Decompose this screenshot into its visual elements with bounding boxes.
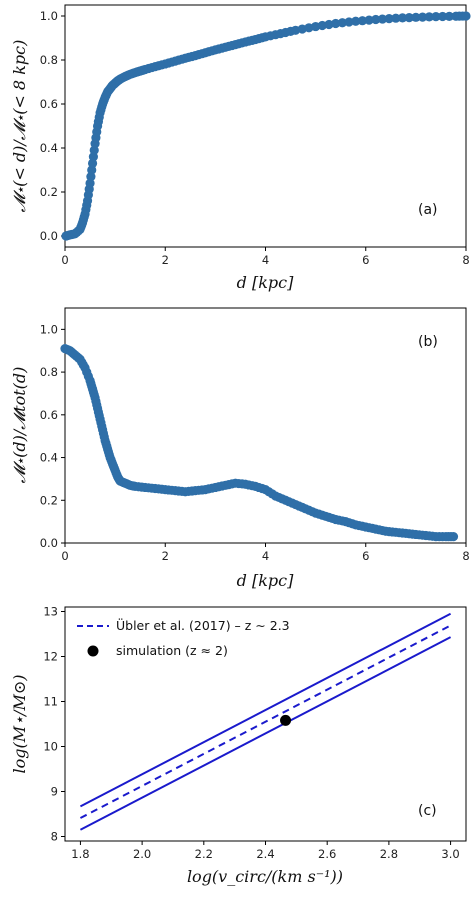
scatter-series <box>60 343 459 542</box>
y-tick-label: 0.0 <box>40 229 58 243</box>
panel-a: 0 2 4 6 8 0.0 0.2 0.4 0.6 0.8 1.0 (a) d [kpc] 𝓜⋆(<… <box>10 4 471 292</box>
x-tick-label: 4 <box>262 549 269 563</box>
x-axis-label: d [kpc] <box>237 273 294 292</box>
data-point <box>371 14 381 25</box>
y-tick-label: 0.8 <box>40 53 58 67</box>
x-tick-label: 4 <box>262 253 269 267</box>
data-point <box>444 11 454 21</box>
y-tick-label: 1.0 <box>40 322 58 336</box>
data-point <box>331 18 341 29</box>
y-tick-label: 0.6 <box>40 97 58 111</box>
axis-ticks: 1.8 2.0 2.2 2.4 2.6 2.8 3.0 8 9 10 11 12 13 <box>43 605 459 862</box>
ubler-scatter-bound-line <box>79 636 452 831</box>
y-tick-label: 0.0 <box>40 536 58 550</box>
y-tick-label: 10 <box>43 740 58 754</box>
data-point <box>357 16 368 26</box>
y-tick-label: 13 <box>43 605 58 619</box>
x-tick-label: 2.4 <box>256 847 274 861</box>
x-tick-label: 2.6 <box>318 847 336 861</box>
y-tick-label: 12 <box>43 650 58 664</box>
data-point <box>351 16 361 26</box>
data-point <box>461 11 471 21</box>
y-tick-label: 0.8 <box>40 365 58 379</box>
simulation-point <box>280 714 292 726</box>
panel-label: (c) <box>418 803 437 819</box>
legend-label-ubler: Übler et al. (2017) – z ∼ 2.3 <box>116 617 290 633</box>
data-point <box>364 15 374 25</box>
line-series <box>79 612 452 831</box>
x-tick-label: 2.8 <box>380 847 398 861</box>
panel-b: 0 2 4 6 8 0.0 0.2 0.4 0.6 0.8 1.0 (b) d [kpc] 𝓜⋆(d… <box>10 307 470 590</box>
y-tick-label: 0.4 <box>40 451 58 465</box>
x-tick-label: 2.2 <box>195 847 213 861</box>
y-axis-label: 𝓜⋆(d)/𝓜tot(d) <box>10 367 29 484</box>
y-axis-label: log(M⋆/M⊙) <box>10 674 29 773</box>
panel-label: (b) <box>418 334 438 350</box>
y-axis-label: 𝓜⋆(< d)/𝓜⋆(< 8 kpc) <box>10 40 29 213</box>
x-tick-label: 3.0 <box>441 847 459 861</box>
legend-dot-sample <box>87 645 99 657</box>
y-tick-label: 0.2 <box>40 185 58 199</box>
data-point <box>337 18 347 28</box>
y-tick-label: 0.4 <box>40 141 58 155</box>
data-point <box>344 17 354 27</box>
axis-ticks: 0 2 4 6 8 0.0 0.2 0.4 0.6 0.8 1.0 <box>40 9 470 267</box>
plot-frame <box>64 307 467 544</box>
x-tick-label: 2 <box>162 253 169 267</box>
data-point <box>431 12 441 22</box>
data-point <box>448 531 459 542</box>
x-tick-label: 8 <box>462 253 469 267</box>
y-tick-label: 11 <box>43 695 58 709</box>
data-point <box>391 13 401 23</box>
data-point <box>438 11 448 22</box>
legend-label-simulation: simulation (z ≈ 2) <box>116 643 228 658</box>
panel-c: 1.8 2.0 2.2 2.4 2.6 2.8 3.0 8 9 10 11 12 13 Übler et… <box>10 605 467 886</box>
ubler-scatter-bound-line <box>79 612 452 808</box>
scatter-series <box>61 11 471 241</box>
x-tick-label: 0 <box>61 253 68 267</box>
x-tick-label: 6 <box>362 253 369 267</box>
y-tick-label: 0.2 <box>40 493 58 507</box>
data-point <box>417 12 428 22</box>
y-tick-label: 8 <box>51 830 58 844</box>
legend: Übler et al. (2017) – z ∼ 2.3 simulation… <box>77 617 290 658</box>
data-point <box>397 13 408 23</box>
data-point <box>377 14 388 24</box>
x-tick-label: 2 <box>162 549 169 563</box>
panel-label: (a) <box>418 202 438 218</box>
y-tick-label: 1.0 <box>40 9 58 23</box>
axis-ticks: 0 2 4 6 8 0.0 0.2 0.4 0.6 0.8 1.0 <box>40 322 470 563</box>
x-axis-label: log(v_circ/(km s⁻¹)) <box>187 867 343 886</box>
data-point <box>404 13 414 23</box>
y-tick-label: 0.6 <box>40 408 58 422</box>
x-tick-label: 0 <box>61 549 68 563</box>
data-point <box>384 14 394 24</box>
x-tick-label: 1.8 <box>71 847 89 861</box>
y-tick-label: 9 <box>51 785 58 799</box>
x-tick-label: 2.0 <box>133 847 151 861</box>
ubler-relation-line <box>79 624 452 819</box>
x-axis-label: d [kpc] <box>237 571 294 590</box>
data-point <box>411 12 421 22</box>
x-tick-label: 8 <box>462 549 469 563</box>
x-tick-label: 6 <box>362 549 369 563</box>
data-point <box>424 12 434 22</box>
